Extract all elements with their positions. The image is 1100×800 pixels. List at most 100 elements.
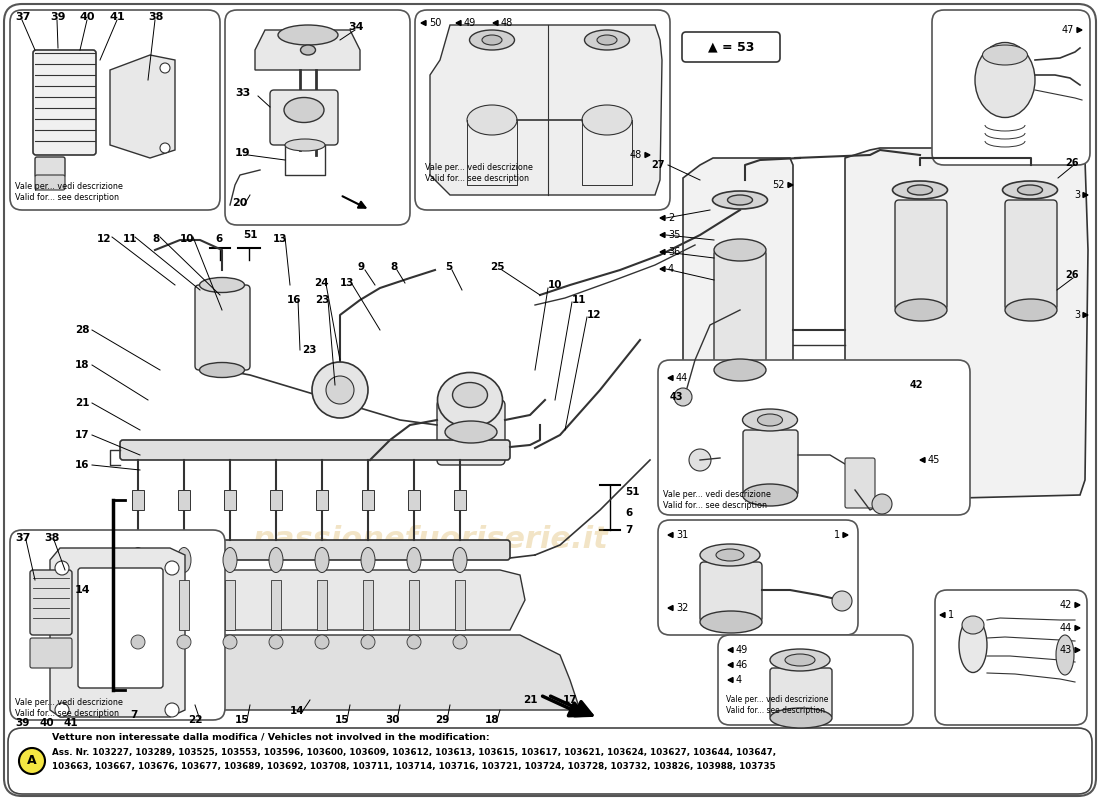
Polygon shape	[1075, 626, 1080, 630]
Ellipse shape	[975, 42, 1035, 118]
Text: 46: 46	[736, 660, 748, 670]
Text: 11: 11	[123, 234, 138, 244]
Text: 38: 38	[44, 533, 59, 543]
FancyBboxPatch shape	[718, 635, 913, 725]
Bar	[270, 490, 282, 510]
Bar	[224, 490, 236, 510]
Text: 8: 8	[390, 262, 397, 272]
Polygon shape	[940, 613, 945, 618]
Text: 40: 40	[80, 12, 96, 22]
Ellipse shape	[895, 299, 947, 321]
Circle shape	[361, 635, 375, 649]
Text: 8: 8	[152, 234, 160, 244]
Ellipse shape	[1002, 181, 1057, 199]
Text: 39: 39	[15, 718, 30, 728]
Text: 23: 23	[302, 345, 317, 355]
Polygon shape	[255, 30, 360, 70]
Polygon shape	[728, 678, 733, 682]
Circle shape	[315, 635, 329, 649]
Text: 51: 51	[243, 230, 257, 240]
Ellipse shape	[199, 278, 244, 293]
Text: 21: 21	[75, 398, 89, 408]
Text: 15: 15	[336, 715, 350, 725]
Circle shape	[165, 703, 179, 717]
Bar	[454, 490, 466, 510]
Text: 31: 31	[676, 530, 689, 540]
Ellipse shape	[584, 30, 629, 50]
Text: 7: 7	[625, 525, 632, 535]
Text: 41: 41	[63, 718, 78, 728]
Text: 22: 22	[188, 715, 202, 725]
FancyBboxPatch shape	[895, 200, 947, 310]
Text: 35: 35	[668, 230, 681, 240]
Text: 1: 1	[948, 610, 954, 620]
Polygon shape	[920, 458, 925, 462]
Polygon shape	[645, 153, 650, 158]
Text: Valid for... see description: Valid for... see description	[663, 501, 767, 510]
Ellipse shape	[407, 547, 421, 573]
Text: 50: 50	[429, 18, 441, 28]
FancyBboxPatch shape	[1005, 200, 1057, 310]
Polygon shape	[430, 25, 662, 195]
Text: 18: 18	[75, 360, 89, 370]
Text: 48: 48	[500, 18, 514, 28]
Text: A: A	[28, 754, 36, 767]
Ellipse shape	[284, 98, 324, 122]
Ellipse shape	[315, 547, 329, 573]
FancyBboxPatch shape	[770, 668, 832, 718]
Text: 6: 6	[214, 234, 222, 244]
Text: 9: 9	[358, 262, 365, 272]
Text: 41: 41	[110, 12, 125, 22]
Polygon shape	[120, 570, 525, 630]
Polygon shape	[668, 375, 673, 381]
Text: 16: 16	[75, 460, 89, 470]
Text: 24: 24	[314, 278, 329, 288]
FancyBboxPatch shape	[415, 10, 670, 210]
Polygon shape	[728, 662, 733, 667]
FancyBboxPatch shape	[33, 50, 96, 155]
Text: 1: 1	[834, 530, 840, 540]
Ellipse shape	[770, 708, 832, 728]
Circle shape	[407, 635, 421, 649]
Text: 3: 3	[1074, 310, 1080, 320]
Ellipse shape	[1005, 299, 1057, 321]
Text: 14: 14	[290, 706, 305, 716]
FancyBboxPatch shape	[78, 568, 163, 688]
FancyBboxPatch shape	[270, 90, 338, 145]
Ellipse shape	[300, 45, 316, 55]
FancyBboxPatch shape	[682, 32, 780, 62]
Ellipse shape	[689, 449, 711, 471]
Bar	[316, 490, 328, 510]
Text: 43: 43	[670, 392, 683, 402]
Text: 103663, 103667, 103676, 103677, 103689, 103692, 103708, 103711, 103714, 103716, : 103663, 103667, 103676, 103677, 103689, …	[52, 762, 776, 771]
Text: Valid for... see description: Valid for... see description	[15, 709, 119, 718]
FancyBboxPatch shape	[935, 590, 1087, 725]
Text: Vale per... vedi descrizione: Vale per... vedi descrizione	[425, 163, 532, 172]
Text: 44: 44	[676, 373, 689, 383]
Text: Valid for... see description: Valid for... see description	[15, 193, 119, 202]
Circle shape	[326, 376, 354, 404]
Text: 7: 7	[130, 710, 138, 720]
Circle shape	[270, 635, 283, 649]
Text: 42: 42	[910, 380, 924, 390]
Ellipse shape	[716, 549, 744, 561]
Circle shape	[19, 748, 45, 774]
Bar	[271, 580, 281, 630]
Text: 5: 5	[446, 262, 452, 272]
Ellipse shape	[700, 544, 760, 566]
Ellipse shape	[908, 185, 933, 195]
Text: 10: 10	[548, 280, 562, 290]
FancyBboxPatch shape	[845, 458, 875, 508]
Ellipse shape	[223, 547, 236, 573]
Ellipse shape	[597, 35, 617, 45]
Text: 44: 44	[1059, 623, 1072, 633]
FancyBboxPatch shape	[4, 4, 1096, 796]
Ellipse shape	[453, 547, 468, 573]
Text: 12: 12	[97, 234, 111, 244]
Text: 30: 30	[385, 715, 399, 725]
Polygon shape	[493, 21, 498, 26]
Text: passionefuoriserie.it: passionefuoriserie.it	[252, 526, 608, 554]
Bar	[133, 580, 143, 630]
Polygon shape	[668, 606, 673, 610]
Text: 2: 2	[668, 213, 674, 223]
